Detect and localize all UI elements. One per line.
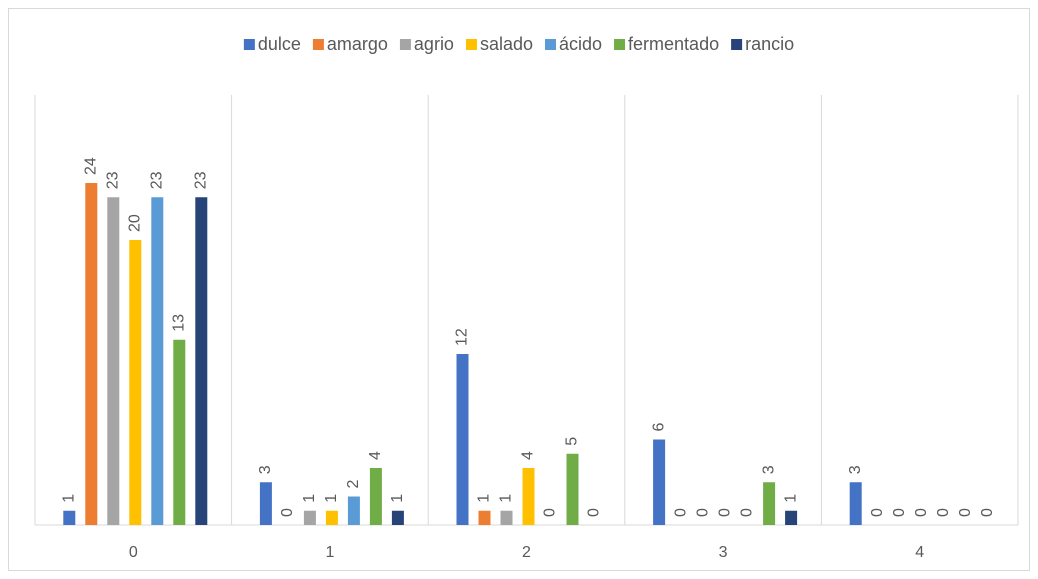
- data-label: 0: [586, 508, 603, 517]
- data-label: 0: [542, 508, 559, 517]
- data-label: 3: [847, 465, 864, 474]
- bar: [107, 197, 120, 525]
- legend-label: ácido: [559, 34, 602, 54]
- bar: [129, 240, 142, 525]
- bar: [849, 482, 862, 525]
- data-label: 1: [476, 494, 493, 503]
- data-label: 1: [498, 494, 515, 503]
- legend-swatch: [614, 39, 626, 50]
- data-label: 3: [257, 465, 274, 474]
- x-tick-label: 0: [129, 544, 138, 561]
- bar: [522, 468, 535, 525]
- legend-label: fermentado: [628, 34, 719, 54]
- data-label: 4: [367, 451, 384, 460]
- bar: [63, 510, 76, 525]
- data-label: 2: [345, 480, 362, 489]
- data-label: 1: [323, 494, 340, 503]
- legend-swatch: [731, 39, 743, 50]
- bar: [456, 354, 469, 525]
- legend-label: agrio: [414, 34, 454, 54]
- x-tick-label: 4: [915, 544, 924, 561]
- bar: [391, 510, 404, 525]
- bar: [785, 510, 798, 525]
- data-label: 5: [564, 437, 581, 446]
- legend-swatch: [312, 39, 324, 50]
- bar: [259, 482, 272, 525]
- data-label: 23: [105, 171, 122, 189]
- data-label: 4: [520, 451, 537, 460]
- data-label: 1: [782, 494, 799, 503]
- bar: [85, 183, 98, 525]
- legend-swatch: [243, 39, 255, 50]
- legend-label: rancio: [745, 34, 794, 54]
- data-label: 24: [83, 157, 100, 175]
- data-label: 20: [127, 214, 144, 232]
- x-tick-label: 2: [522, 544, 531, 561]
- data-label: 1: [61, 494, 78, 503]
- bar: [173, 339, 186, 525]
- data-label: 6: [650, 423, 667, 432]
- bar: [478, 510, 491, 525]
- legend-label: salado: [480, 34, 533, 54]
- data-label: 0: [672, 508, 689, 517]
- data-label: 23: [193, 171, 210, 189]
- data-label: 0: [935, 508, 952, 517]
- bar: [369, 468, 382, 525]
- data-label: 0: [891, 508, 908, 517]
- data-label: 0: [913, 508, 930, 517]
- x-tick-label: 3: [719, 544, 728, 561]
- bar: [500, 510, 513, 525]
- data-label: 0: [694, 508, 711, 517]
- bar: [566, 453, 579, 525]
- data-label: 12: [454, 328, 471, 346]
- data-label: 0: [869, 508, 886, 517]
- legend-label: dulce: [258, 34, 301, 54]
- bar: [195, 197, 208, 525]
- data-label: 3: [760, 465, 777, 474]
- legend-swatch: [399, 39, 411, 50]
- bar: [653, 439, 666, 525]
- data-label: 0: [738, 508, 755, 517]
- data-label: 0: [979, 508, 996, 517]
- data-label: 13: [171, 314, 188, 332]
- bar: [303, 510, 316, 525]
- data-label: 0: [279, 508, 296, 517]
- data-label: 23: [149, 171, 166, 189]
- legend-label: amargo: [327, 34, 388, 54]
- data-label: 0: [716, 508, 733, 517]
- data-label: 1: [389, 494, 406, 503]
- x-tick-label: 1: [325, 544, 334, 561]
- legend-swatch: [545, 39, 557, 50]
- bar: [347, 496, 360, 525]
- legend-swatch: [465, 39, 477, 50]
- bar: [325, 510, 338, 525]
- bar: [151, 197, 164, 525]
- data-label: 1: [301, 494, 318, 503]
- data-label: 0: [957, 508, 974, 517]
- bar: [763, 482, 776, 525]
